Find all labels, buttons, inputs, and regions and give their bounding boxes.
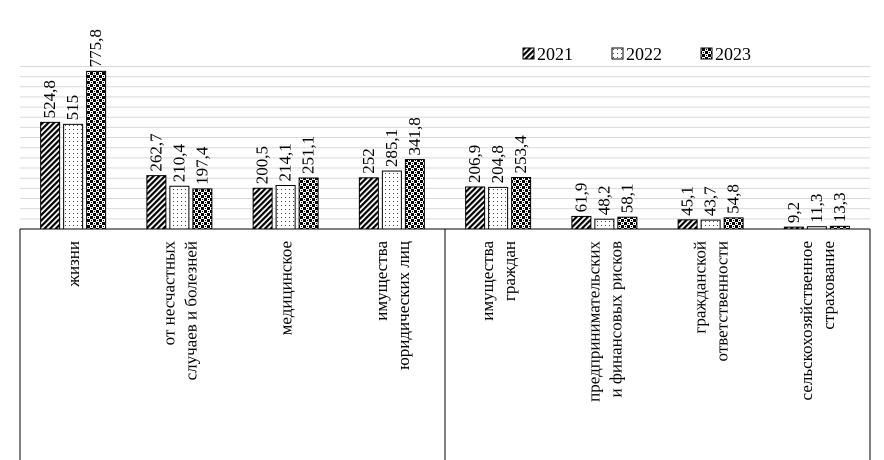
bar-2023-3 — [298, 177, 319, 230]
legend-swatch-2022 — [611, 47, 624, 60]
value-label: 775,8 — [86, 29, 105, 67]
bar-2022-6 — [594, 218, 615, 230]
value-label: 251,1 — [299, 136, 318, 174]
category-labels: жизни от несчастных случаев и болезней меди… — [64, 241, 838, 402]
value-label: 54,8 — [724, 184, 743, 214]
value-label: 9,2 — [784, 202, 803, 223]
value-label: 200,5 — [253, 146, 272, 184]
category-label: от несчастных — [159, 241, 178, 346]
category-label: медицинское — [277, 241, 296, 335]
bar-2021-2 — [146, 175, 167, 230]
legend-swatch-2023 — [700, 47, 713, 60]
bar-2023-5 — [511, 177, 532, 230]
value-label: 214,1 — [276, 143, 295, 181]
category-label: гражданской — [691, 241, 710, 334]
bar-2022-7 — [700, 219, 721, 230]
value-label: 252 — [359, 148, 378, 174]
bar-2021-3 — [252, 187, 273, 230]
value-label: 210,4 — [169, 143, 188, 182]
bar-2021-6 — [571, 215, 592, 230]
category-label: граждан — [500, 241, 519, 301]
bars — [40, 70, 850, 230]
bar-2021-5 — [465, 186, 486, 230]
value-label: 11,3 — [807, 194, 826, 223]
category-label: случаев и болезней — [181, 241, 200, 380]
bar-2022-4 — [381, 170, 402, 230]
category-label: страхование — [819, 241, 838, 330]
value-label: 515 — [63, 95, 82, 121]
bar-2023-2 — [192, 188, 213, 230]
category-label: жизни — [64, 241, 83, 288]
value-label: 13,3 — [830, 193, 849, 223]
value-label: 197,4 — [192, 146, 211, 185]
category-label: предпринимательских — [584, 241, 603, 402]
category-label: юридических лиц — [394, 241, 413, 370]
category-label: и финансовых рисков — [606, 241, 625, 398]
bar-2022-5 — [488, 186, 509, 230]
category-label: имущества — [372, 241, 391, 321]
bar-2021-7 — [677, 219, 698, 230]
value-label: 262,7 — [146, 133, 165, 172]
legend-label: 2023 — [715, 44, 751, 64]
value-label: 61,9 — [571, 183, 590, 213]
value-label: 206,9 — [465, 145, 484, 183]
value-label: 48,2 — [594, 185, 613, 215]
legend-label: 2022 — [626, 44, 662, 64]
legend-swatch-2021 — [522, 47, 535, 60]
bar-2023-6 — [617, 216, 638, 230]
category-label: сельскохозяйственное — [797, 241, 816, 400]
value-label: 285,1 — [382, 129, 401, 167]
bar-2023-4 — [404, 159, 425, 230]
grid-lines — [20, 65, 870, 220]
bar-2022-3 — [275, 184, 296, 230]
value-label: 45,1 — [678, 186, 697, 216]
legend-label: 2021 — [537, 44, 573, 64]
bar-2021-1 — [40, 121, 61, 230]
value-label: 253,4 — [511, 135, 530, 174]
bar-2023-7 — [723, 217, 744, 230]
value-label: 58,1 — [617, 183, 636, 213]
category-label: ответственности — [713, 241, 732, 361]
value-label: 43,7 — [701, 186, 720, 216]
value-label: 204,8 — [488, 145, 507, 183]
value-label: 524,8 — [40, 80, 59, 118]
value-label: 341,8 — [405, 117, 424, 155]
bar-2023-1 — [86, 70, 107, 230]
bar-2021-4 — [358, 177, 379, 230]
legend: 2021 2022 2023 — [522, 44, 751, 64]
bar-2022-1 — [63, 123, 84, 230]
axes — [19, 228, 871, 460]
category-label: имущества — [478, 241, 497, 321]
bar-2022-2 — [169, 185, 190, 230]
